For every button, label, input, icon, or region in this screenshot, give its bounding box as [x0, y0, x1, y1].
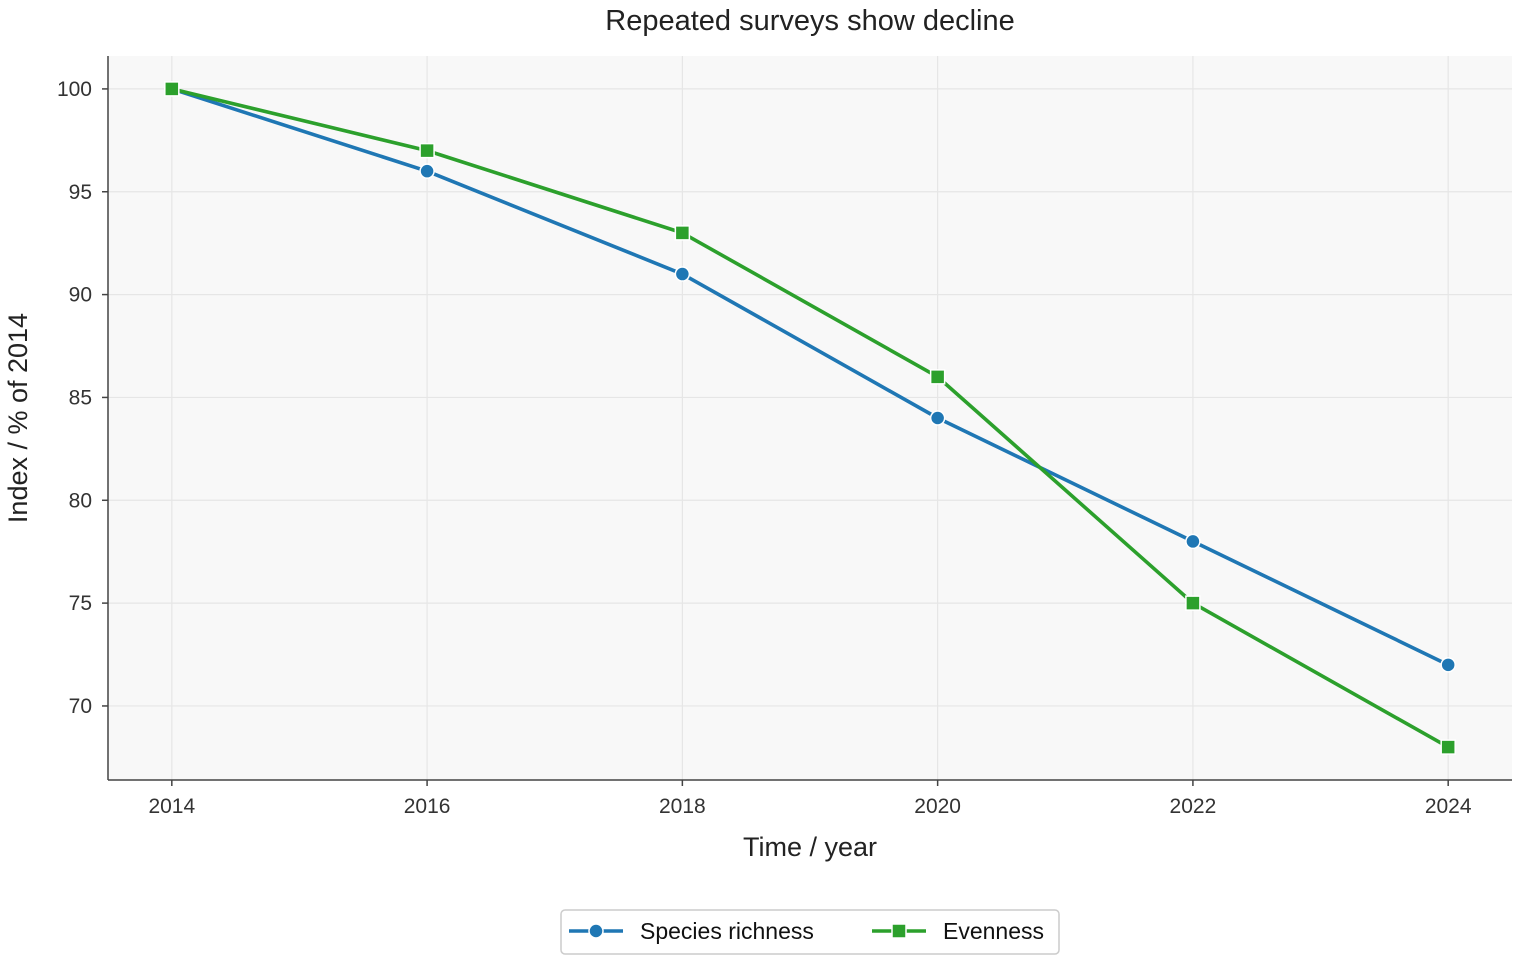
chart-title: Repeated surveys show decline: [605, 5, 1014, 37]
evenness-point: [929, 369, 946, 385]
evenness-point: [1185, 595, 1201, 611]
y-axis-label: Index / % of 2014: [3, 313, 33, 523]
x-tick-label: 2022: [1170, 795, 1217, 818]
y-tick-label: 80: [69, 489, 92, 512]
species-richness-point: [1440, 657, 1456, 673]
y-tick-label: 85: [69, 386, 92, 409]
x-tick-label: 2018: [659, 795, 706, 818]
y-tick-label: 75: [69, 592, 92, 615]
axis-ticks: 2014 2016 2018 2020 2022 2024 70 75 80 85 90 95 100: [57, 78, 1472, 818]
y-tick-label: 100: [57, 78, 92, 101]
grid-lines: [108, 56, 1512, 780]
y-tick-label: 70: [69, 695, 92, 718]
species-richness-point: [1185, 533, 1201, 550]
evenness-point: [419, 142, 435, 159]
species-richness-point: [419, 163, 435, 179]
legend-label-evenness: Evenness: [943, 918, 1044, 944]
y-tick-label: 95: [69, 181, 92, 204]
legend: Species richness Evenness: [560, 909, 1060, 955]
evenness-point: [1440, 739, 1456, 755]
x-tick-label: 2020: [914, 795, 961, 818]
legend-marker-evenness: [891, 923, 907, 939]
legend-box: [560, 909, 1060, 955]
plot-background: [108, 56, 1512, 780]
evenness-point: [164, 81, 180, 97]
series-layer: [164, 81, 1456, 755]
species-richness-point: [929, 410, 946, 426]
legend-label-species-richness: Species richness: [640, 918, 814, 944]
y-tick-label: 90: [69, 284, 92, 307]
species-richness-line: [170, 87, 1450, 667]
x-tick-label: 2016: [404, 795, 451, 818]
evenness-point: [674, 225, 691, 241]
evenness-line: [170, 87, 1450, 749]
legend-marker-species-richness: [588, 923, 604, 939]
x-tick-label: 2024: [1425, 795, 1472, 818]
x-axis-label: Time / year: [743, 832, 877, 862]
species-richness-point: [674, 266, 691, 282]
x-tick-label: 2014: [148, 795, 195, 818]
